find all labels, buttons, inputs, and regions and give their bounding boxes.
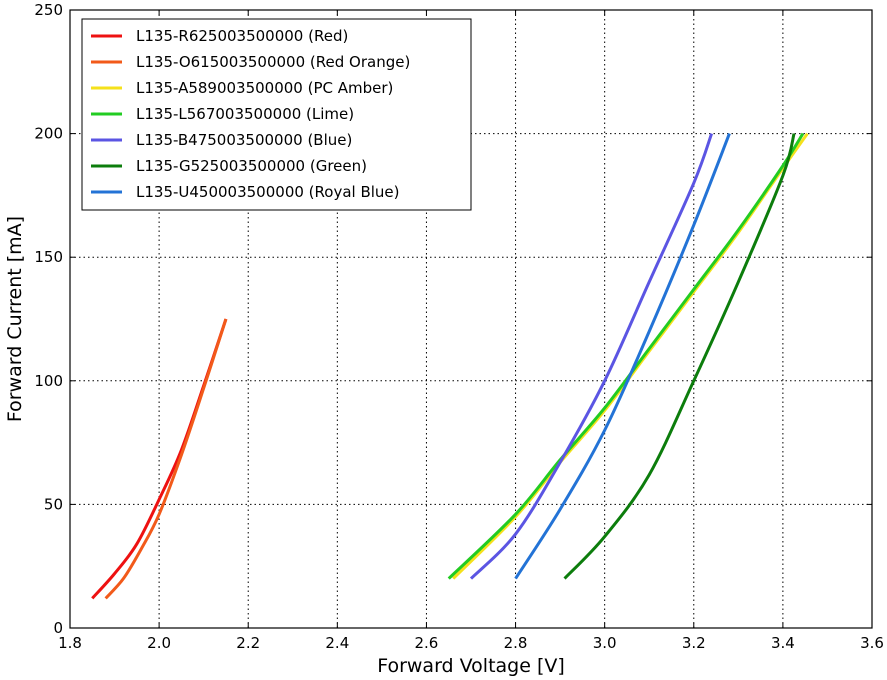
x-tick-label: 3.2 — [682, 634, 706, 652]
x-tick-label: 3.4 — [771, 634, 795, 652]
y-tick-label: 250 — [34, 1, 63, 19]
x-tick-label: 1.8 — [58, 634, 82, 652]
legend-box — [81, 18, 472, 211]
x-tick-label: 2.2 — [236, 634, 260, 652]
y-tick-label: 150 — [34, 248, 63, 266]
legend-label-4: L135-B475003500000 (Blue) — [136, 131, 352, 149]
series-line-4 — [469, 133, 714, 580]
legend-label-3: L135-L567003500000 (Lime) — [136, 105, 354, 123]
x-tick-label: 2.8 — [504, 634, 528, 652]
legend-label-1: L135-O615003500000 (Red Orange) — [136, 53, 410, 71]
series-line-0 — [91, 318, 228, 600]
x-tick-label: 3.0 — [593, 634, 617, 652]
legend-label-6: L135-U450003500000 (Royal Blue) — [136, 183, 400, 201]
legend-label-0: L135-R625003500000 (Red) — [136, 27, 348, 45]
y-axis-label: Forward Current [mA] — [4, 216, 26, 422]
series-line-5 — [563, 133, 796, 580]
axis-ticks: 1.8 2.0 2.2 2.4 2.6 2.8 3.0 3.2 3.4 3.6 0 50 100 150 2… — [34, 1, 884, 652]
legend: L135-R625003500000 (Red) L135-O6150035000… — [81, 18, 472, 211]
series-lines — [91, 132, 809, 600]
series-line-6 — [514, 133, 731, 580]
y-tick-label: 100 — [34, 372, 63, 390]
x-tick-label: 2.6 — [415, 634, 439, 652]
x-tick-label: 2.0 — [147, 634, 171, 652]
series-line-3 — [447, 132, 805, 580]
plot-frame — [69, 9, 873, 629]
y-tick-label: 50 — [44, 495, 63, 513]
x-tick-label: 3.6 — [860, 634, 884, 652]
x-axis-label: Forward Voltage [V] — [377, 655, 565, 677]
series-line-2 — [452, 132, 809, 580]
legend-label-5: L135-G525003500000 (Green) — [136, 157, 367, 175]
series-line-1 — [104, 318, 228, 600]
y-tick-label: 0 — [53, 619, 63, 637]
legend-label-2: L135-A589003500000 (PC Amber) — [136, 79, 393, 97]
y-tick-label: 200 — [34, 125, 63, 143]
x-tick-label: 2.4 — [325, 634, 349, 652]
